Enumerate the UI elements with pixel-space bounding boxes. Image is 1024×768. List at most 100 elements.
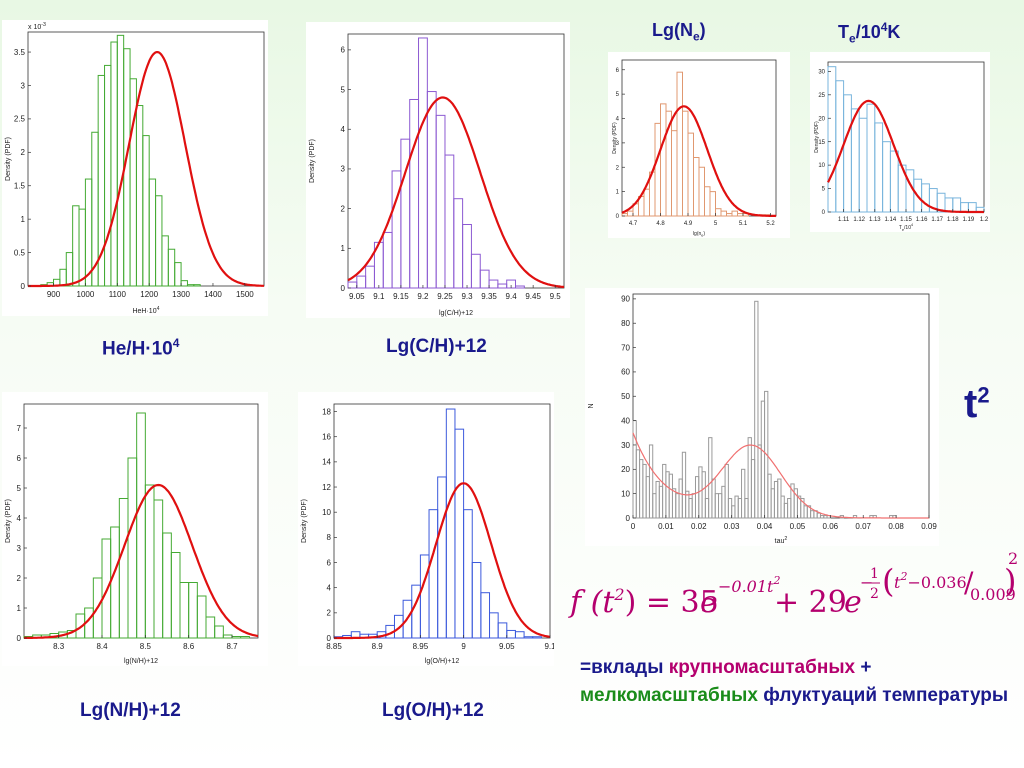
histogram-bar [479, 269, 490, 289]
x-tick-label: 1100 [109, 290, 127, 299]
y-axis-label: Density (PDF) [814, 121, 820, 153]
x-tick-label: 9.4 [506, 292, 518, 301]
y-tick-label: 90 [621, 295, 630, 304]
y-tick-label: 6 [327, 558, 332, 567]
y-tick-label: 0 [21, 282, 26, 291]
x-tick-label: 9 [461, 642, 466, 651]
x-tick-label: 5 [714, 221, 718, 227]
y-scale-note: x 10-3 [28, 22, 46, 31]
x-axis-label: Te/104 [899, 223, 913, 232]
x-tick-label: 9.2 [417, 292, 429, 301]
x-tick-label: 1.14 [885, 217, 897, 223]
y-axis-label: Density (PDF) [5, 137, 12, 181]
x-tick-label: 0.09 [921, 522, 937, 531]
y-tick-label: 2.5 [14, 115, 26, 124]
y-tick-label: 6 [341, 46, 346, 55]
y-tick-label: 18 [322, 407, 331, 416]
x-tick-label: 1.13 [869, 217, 881, 223]
y-tick-label: 10 [818, 163, 825, 169]
y-axis-label: Density (PDF) [5, 499, 12, 543]
ch-chart: 9.05 9.1 9.15 9.2 9.25 9.3 9.35 9.4 9.45 9.5 0 1 2 3 4… [309, 33, 565, 317]
histogram-bar [193, 284, 201, 287]
t2-chart-panel: 0 0.01 0.02 0.03 0.04 0.05 0.06 0.07 0.08 0.09 0 10… [585, 288, 939, 546]
y-axis-label: N [588, 403, 595, 408]
x-tick-label: 5.1 [739, 221, 748, 227]
x-tick-label: 9.45 [525, 292, 541, 301]
y-tick-label: 12 [322, 483, 331, 492]
x-axis-label: lg(N/H)+12 [124, 658, 158, 665]
y-tick-label: 15 [818, 140, 825, 146]
histogram-bar [174, 262, 182, 287]
explanation-note: =вклады крупномасштабных + мелкомасштабн… [580, 654, 1020, 710]
x-tick-label: 0.07 [855, 522, 871, 531]
x-tick-label: 9.3 [461, 292, 473, 301]
x-tick-label: 0.02 [691, 522, 707, 531]
formula-e2-paren-open: ( [882, 562, 894, 600]
y-tick-label: 70 [621, 343, 630, 352]
y-tick-label: 1 [21, 215, 26, 224]
histogram-bar [648, 444, 654, 519]
x-tick-label: 1200 [140, 290, 158, 299]
note-part5: флуктуаций температуры [757, 685, 1009, 706]
x-tick-label: 8.3 [53, 642, 65, 651]
x-tick-label: 8.7 [226, 642, 238, 651]
x-tick-label: 8.6 [183, 642, 195, 651]
x-tick-label: 9.25 [437, 292, 453, 301]
y-axis-label: Density (PDF) [309, 139, 316, 183]
x-tick-label: 0.05 [790, 522, 806, 531]
y-tick-label: 4 [616, 117, 620, 123]
histogram-bar [214, 625, 224, 639]
y-tick-label: 0 [17, 634, 22, 643]
y-tick-label: 5 [17, 484, 22, 493]
x-tick-label: 9.1 [544, 642, 554, 651]
histogram-bar [681, 451, 687, 519]
histogram-bar [532, 636, 542, 639]
y-tick-label: 2 [341, 204, 346, 213]
note-part2: крупномасштабных [668, 657, 856, 678]
y-tick-label: 4 [327, 583, 332, 592]
he-chart: 900 1000 1100 1200 1300 1400 1500 0 0.5 1 1.5 2 2.5 3… [5, 22, 265, 315]
formula-e1-exponent: −0.01t2 [718, 574, 780, 596]
y-tick-label: 10 [322, 508, 331, 517]
he-chart-panel: 900 1000 1100 1200 1300 1400 1500 0 0.5 1 1.5 2 2.5 3… [2, 20, 268, 316]
y-tick-label: 25 [818, 93, 825, 99]
histogram-bar [709, 191, 716, 217]
oh-chart: 8.85 8.9 8.95 9 9.05 9.1 0 2 4 6 8 10 12 14 16 18 lg(O/H… [301, 403, 554, 665]
y-tick-label: 2 [21, 148, 26, 157]
x-tick-label: 1.16 [916, 217, 928, 223]
fit-curve [334, 482, 551, 640]
x-axis-label: HeH·104 [132, 306, 159, 315]
x-axis-label: lg(C/H)+12 [439, 310, 473, 317]
x-axis-label: tau2 [775, 536, 788, 545]
x-tick-label: 1000 [77, 290, 95, 299]
histogram-bar [764, 390, 769, 519]
y-tick-label: 5 [341, 85, 346, 94]
histogram-bar [515, 285, 525, 289]
x-tick-label: 9.05 [499, 642, 515, 651]
y-tick-label: 3.5 [14, 48, 26, 57]
y-tick-label: 5 [822, 187, 826, 193]
y-tick-label: 50 [621, 392, 630, 401]
y-tick-label: 20 [621, 465, 630, 474]
x-tick-label: 9.5 [550, 292, 562, 301]
x-tick-label: 0.08 [888, 522, 904, 531]
y-tick-label: 4 [341, 125, 346, 134]
x-tick-label: 8.4 [96, 642, 108, 651]
x-tick-label: 1.12 [853, 217, 865, 223]
y-tick-label: 3 [616, 141, 620, 147]
plot-frame [347, 33, 565, 289]
histogram-bar [701, 471, 706, 519]
x-tick-label: 0.06 [823, 522, 839, 531]
x-tick-label: 1500 [236, 290, 254, 299]
y-tick-label: 2 [17, 574, 22, 583]
x-tick-label: 1.2 [980, 217, 989, 223]
histogram-bar [754, 300, 759, 519]
y-tick-label: 30 [621, 441, 630, 450]
fit-curve [28, 50, 264, 288]
formula-e2-paren-close: ) [1004, 562, 1016, 600]
x-tick-label: 1400 [204, 290, 222, 299]
y-tick-label: 14 [322, 458, 331, 467]
x-tick-label: 8.5 [140, 642, 152, 651]
x-tick-label: 1.17 [931, 217, 943, 223]
formula-e2-pow: 2 [1008, 549, 1018, 568]
